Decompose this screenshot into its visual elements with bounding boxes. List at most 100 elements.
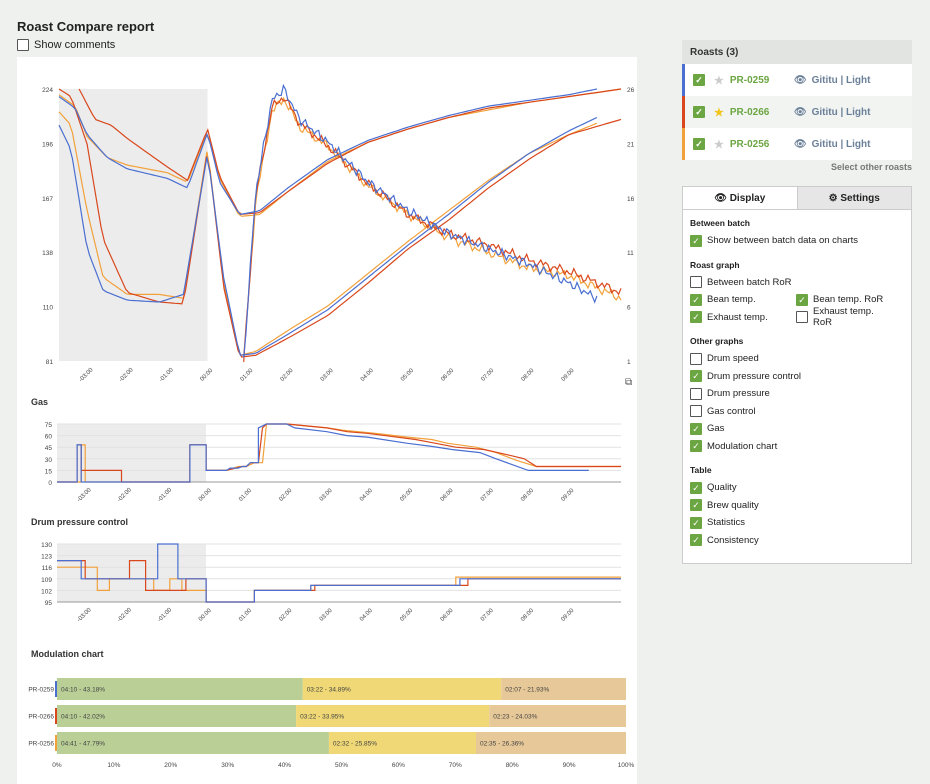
- x-tick-label: 50%: [335, 762, 348, 769]
- roast-row[interactable]: ✓ ★ PR-0266 👁 Gititu | Light: [682, 96, 912, 128]
- option-exhaust-temp[interactable]: ✓ Exhaust temp.: [683, 309, 789, 327]
- x-tick-label: 06:00: [440, 607, 455, 622]
- option-label: Statistics: [707, 517, 746, 529]
- roast-checkbox[interactable]: ✓: [693, 138, 705, 150]
- roast-row[interactable]: ✓ ★ PR-0259 👁 Gititu | Light: [682, 64, 912, 96]
- x-tick-label: 07:00: [480, 367, 495, 382]
- option-gas[interactable]: ✓ Gas: [683, 420, 911, 438]
- checkbox[interactable]: ✓: [690, 293, 702, 306]
- checkbox[interactable]: [690, 276, 702, 289]
- display-settings-panel: 👁 Display ⚙ Settings Between batch ✓ Show…: [682, 186, 912, 564]
- x-tick-label: 05:00: [400, 367, 415, 382]
- roasts-header: Roasts (3): [682, 40, 912, 64]
- checkbox[interactable]: ✓: [796, 293, 808, 306]
- x-tick-label: 60%: [392, 762, 405, 769]
- roast-meta: Gititu | Light: [811, 74, 871, 86]
- eye-icon: 👁: [793, 106, 807, 118]
- y-tick-label: 95: [45, 600, 53, 607]
- table-title: Table: [690, 465, 712, 475]
- checkbox[interactable]: [690, 387, 702, 400]
- star-icon[interactable]: ★: [714, 74, 724, 87]
- option-drum-pressure-control[interactable]: ✓ Drum pressure control: [683, 368, 911, 386]
- x-tick-label: -03:00: [78, 367, 95, 384]
- x-tick-label: 20%: [164, 762, 177, 769]
- checkbox[interactable]: ✓: [690, 499, 702, 512]
- option-drum-pressure[interactable]: Drum pressure: [683, 385, 911, 403]
- x-tick-label: 04:00: [360, 367, 375, 382]
- show-comments-label: Show comments: [34, 39, 116, 51]
- option-label: Bean temp. RoR: [813, 294, 884, 306]
- option-drum-speed[interactable]: Drum speed: [683, 350, 911, 368]
- option-label: Brew quality: [707, 499, 759, 511]
- roast-id[interactable]: PR-0256: [729, 138, 770, 150]
- y-left-tick-label: 167: [42, 196, 53, 203]
- option-quality[interactable]: ✓ Quality: [683, 479, 911, 497]
- option-consistency[interactable]: ✓ Consistency: [683, 532, 911, 550]
- option-bean-temp-ror[interactable]: ✓ Bean temp. RoR: [789, 291, 895, 309]
- roast-graph-chart[interactable]: 224 26 196 21 167 16 138 11 110 6 81 1 -03:00 -02:00 -…: [17, 57, 637, 392]
- checkbox[interactable]: ✓: [690, 234, 702, 247]
- option-gas-control[interactable]: Gas control: [683, 403, 911, 421]
- y-left-tick-label: 81: [46, 359, 54, 366]
- show-comments-toggle[interactable]: Show comments: [17, 39, 115, 51]
- x-tick-label: -03:00: [76, 487, 93, 504]
- checkbox[interactable]: ✓: [690, 422, 702, 435]
- checkbox[interactable]: [796, 311, 808, 324]
- bar-segment: [296, 705, 490, 727]
- option-statistics[interactable]: ✓ Statistics: [683, 514, 911, 532]
- bar-segment: [57, 705, 297, 727]
- checkbox[interactable]: [690, 405, 702, 418]
- bar-label: 02:35 - 26.36%: [480, 741, 524, 748]
- roast-id[interactable]: PR-0266: [729, 106, 770, 118]
- option-label: Drum pressure: [707, 388, 770, 400]
- roast-id[interactable]: PR-0259: [729, 74, 770, 86]
- option-exhaust-temp-ror[interactable]: Exhaust temp. RoR: [789, 306, 895, 328]
- eye-icon: 👁: [793, 138, 807, 150]
- checkbox[interactable]: ✓: [690, 534, 702, 547]
- option-bean-temp[interactable]: ✓ Bean temp.: [683, 291, 789, 309]
- bar-label: 02:07 - 21.93%: [505, 687, 549, 694]
- bar-label: 04:10 - 42.02%: [61, 714, 105, 721]
- star-icon[interactable]: ★: [714, 138, 724, 151]
- checkbox[interactable]: ✓: [690, 481, 702, 494]
- drum-pressure-chart[interactable]: 130 123 116 109 102 95 -03:00 -02:00 -01:00 00:00…: [17, 535, 637, 650]
- gas-chart[interactable]: 75 60 45 30 15 0 -03:00 -02:00 -01:00 00:00 01:00 0…: [17, 410, 637, 525]
- bar-label: 02:23 - 24.03%: [493, 714, 537, 721]
- roast-checkbox[interactable]: ✓: [693, 106, 705, 118]
- show-comments-checkbox[interactable]: [17, 39, 29, 51]
- option-between-batch-ror[interactable]: Between batch RoR: [683, 274, 911, 292]
- roast-graph-title: Roast graph: [690, 259, 740, 270]
- x-tick-label: -03:00: [76, 607, 93, 624]
- option-show-between-batch[interactable]: ✓ Show between batch data on charts: [683, 232, 911, 250]
- y-tick-label: 30: [45, 457, 53, 464]
- page-title: Roast Compare report: [17, 19, 155, 34]
- x-tick-label: 90%: [563, 762, 576, 769]
- y-right-tick-label: 21: [627, 141, 635, 148]
- y-tick-label: 116: [42, 565, 53, 572]
- option-modulation-chart[interactable]: ✓ Modulation chart: [683, 438, 911, 456]
- checkbox[interactable]: ✓: [690, 440, 702, 453]
- modulation-chart-title: Modulation chart: [31, 649, 104, 659]
- roast-row[interactable]: ✓ ★ PR-0256 👁 Gititu | Light: [682, 128, 912, 160]
- gas-chart-title: Gas: [31, 397, 49, 407]
- between-batch-shade: [59, 89, 208, 361]
- tab-display[interactable]: 👁 Display: [683, 187, 797, 209]
- checkbox[interactable]: ✓: [690, 311, 702, 324]
- x-tick-label: 02:00: [278, 487, 293, 502]
- modulation-chart[interactable]: 0% 10% 20% 30% 40% 50% 60% 70% 80% 90% 100% PR-0259…: [17, 672, 637, 780]
- series-color-marker: [55, 681, 57, 697]
- star-icon[interactable]: ★: [714, 106, 724, 119]
- select-other-roasts-link[interactable]: Select other roasts: [830, 162, 912, 172]
- roast-checkbox[interactable]: ✓: [693, 74, 705, 86]
- checkbox[interactable]: ✓: [690, 370, 702, 383]
- series-line-PR-0259: [57, 423, 589, 483]
- option-label: Exhaust temp.: [707, 311, 768, 323]
- checkbox[interactable]: ✓: [690, 516, 702, 529]
- y-right-tick-label: 26: [627, 87, 635, 94]
- bean-ror-line: [243, 96, 622, 357]
- tab-settings[interactable]: ⚙ Settings: [796, 187, 911, 209]
- x-tick-label: 00:00: [198, 607, 213, 622]
- checkbox[interactable]: [690, 352, 702, 365]
- option-brew-quality[interactable]: ✓ Brew quality: [683, 497, 911, 515]
- x-tick-label: 08:00: [520, 487, 535, 502]
